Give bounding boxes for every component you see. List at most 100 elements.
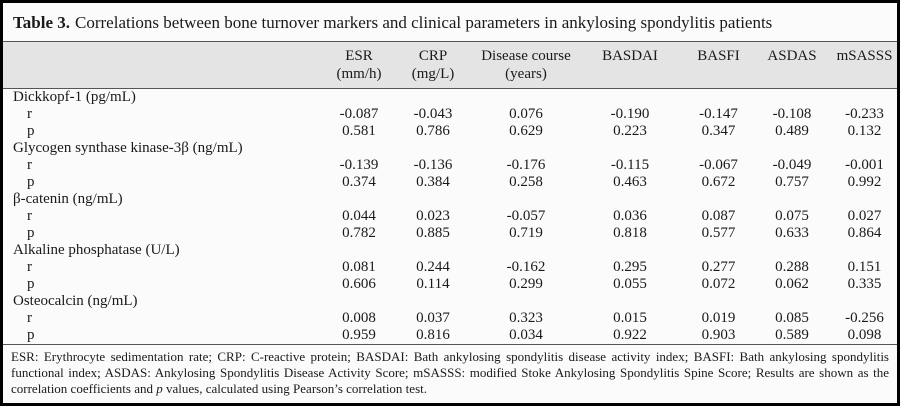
column-header-crp: CRP (mg/L) bbox=[395, 41, 471, 89]
p-row-label: p bbox=[27, 225, 35, 241]
p-value-cell: 0.062 bbox=[775, 276, 809, 292]
p-row: p 0.606 0.114 0.299 0.055 0.072 0.062 0.335 bbox=[3, 276, 897, 293]
p-value-cell: 0.903 bbox=[701, 327, 736, 343]
p-value-cell: 0.992 bbox=[847, 174, 882, 190]
p-value-cell: 0.055 bbox=[613, 276, 647, 292]
column-header-asdas: ASDAS bbox=[758, 41, 826, 89]
column-header-esr: ESR (mm/h) bbox=[323, 41, 395, 89]
correlation-table: ESR (mm/h) CRP (mg/L) Disease course (years) B… bbox=[3, 41, 897, 345]
r-value-cell: 0.008 bbox=[342, 310, 376, 326]
p-value-cell: 0.463 bbox=[613, 174, 647, 190]
p-value-cell: 0.782 bbox=[342, 225, 376, 241]
p-value-cell: 0.786 bbox=[416, 123, 450, 139]
p-value-cell: 0.034 bbox=[509, 327, 543, 343]
p-value-cell: 0.864 bbox=[847, 225, 882, 241]
table-number-label: Table 3. bbox=[13, 13, 71, 32]
r-row-label: r bbox=[27, 208, 32, 224]
p-value-cell: 0.072 bbox=[701, 276, 736, 292]
r-value-cell: -0.162 bbox=[506, 259, 546, 275]
r-value-cell: 0.288 bbox=[775, 259, 809, 275]
footnote-p-italic: p bbox=[156, 381, 163, 396]
p-value-cell: 0.816 bbox=[416, 327, 450, 343]
r-value-cell: -0.176 bbox=[506, 157, 546, 173]
header-empty-cell bbox=[3, 41, 323, 89]
p-value-cell: 0.922 bbox=[613, 327, 647, 343]
r-row-label: r bbox=[27, 259, 32, 275]
marker-group-label: Dickkopf-1 (pg/mL) bbox=[13, 89, 136, 105]
footnote-text-2: values, calculated using Pearson’s corre… bbox=[162, 381, 427, 396]
p-value-cell: 0.114 bbox=[416, 276, 450, 292]
r-row: r -0.139 -0.136 -0.176 -0.115 -0.067 -0.049 -0.… bbox=[3, 157, 897, 174]
r-value-cell: 0.087 bbox=[701, 208, 736, 224]
r-value-cell: 0.323 bbox=[509, 310, 543, 326]
marker-group-row: Dickkopf-1 (pg/mL) bbox=[3, 89, 897, 107]
p-row: p 0.374 0.384 0.258 0.463 0.672 0.757 0.992 bbox=[3, 174, 897, 191]
table-title: Table 3. Correlations between bone turnov… bbox=[3, 3, 897, 41]
marker-group-label: β-catenin (ng/mL) bbox=[13, 191, 123, 207]
footnote-text-1: ESR: Erythrocyte sedimentation rate; CRP… bbox=[11, 349, 889, 396]
r-row-label: r bbox=[27, 310, 32, 326]
r-value-cell: 0.085 bbox=[775, 310, 809, 326]
r-row: r 0.081 0.244 -0.162 0.295 0.277 0.288 0.151 bbox=[3, 259, 897, 276]
marker-group-label: Glycogen synthase kinase-3β (ng/mL) bbox=[13, 140, 243, 156]
p-row: p 0.959 0.816 0.034 0.922 0.903 0.589 0.098 bbox=[3, 327, 897, 344]
r-value-cell: -0.136 bbox=[413, 157, 453, 173]
marker-group-label: Osteocalcin (ng/mL) bbox=[13, 293, 138, 309]
p-value-cell: 0.489 bbox=[775, 123, 809, 139]
p-row-label: p bbox=[27, 276, 35, 292]
p-row-label: p bbox=[27, 174, 35, 190]
p-value-cell: 0.132 bbox=[847, 123, 882, 139]
table-header: ESR (mm/h) CRP (mg/L) Disease course (years) B… bbox=[3, 41, 897, 89]
p-value-cell: 0.589 bbox=[775, 327, 809, 343]
p-value-cell: 0.577 bbox=[701, 225, 736, 241]
column-header-basfi: BASFI bbox=[679, 41, 758, 89]
r-value-cell: -0.067 bbox=[699, 157, 738, 173]
r-row-label: r bbox=[27, 106, 32, 122]
r-value-cell: 0.151 bbox=[847, 259, 882, 275]
r-value-cell: -0.139 bbox=[339, 157, 379, 173]
marker-group-row: Osteocalcin (ng/mL) bbox=[3, 293, 897, 310]
p-value-cell: 0.818 bbox=[613, 225, 647, 241]
r-value-cell: -0.147 bbox=[699, 106, 738, 122]
column-header-disease-course: Disease course (years) bbox=[471, 41, 581, 89]
marker-group-label: Alkaline phosphatase (U/L) bbox=[13, 242, 180, 258]
r-value-cell: 0.076 bbox=[509, 106, 543, 122]
r-value-cell: 0.019 bbox=[701, 310, 736, 326]
header-row: ESR (mm/h) CRP (mg/L) Disease course (years) B… bbox=[3, 41, 897, 89]
p-row-label: p bbox=[27, 123, 35, 139]
marker-group-row: Glycogen synthase kinase-3β (ng/mL) bbox=[3, 140, 897, 157]
p-value-cell: 0.757 bbox=[775, 174, 809, 190]
r-value-cell: 0.295 bbox=[613, 259, 647, 275]
p-value-cell: 0.606 bbox=[342, 276, 376, 292]
r-value-cell: -0.233 bbox=[845, 106, 884, 122]
p-value-cell: 0.672 bbox=[701, 174, 736, 190]
r-value-cell: -0.001 bbox=[845, 157, 884, 173]
p-value-cell: 0.347 bbox=[701, 123, 736, 139]
r-value-cell: 0.244 bbox=[416, 259, 450, 275]
r-value-cell: -0.049 bbox=[772, 157, 812, 173]
r-row: r -0.087 -0.043 0.076 -0.190 -0.147 -0.108 -0.2… bbox=[3, 106, 897, 123]
p-value-cell: 0.335 bbox=[847, 276, 882, 292]
table-body: Dickkopf-1 (pg/mL) r -0.087 -0.043 0.076 -0.1… bbox=[3, 89, 897, 345]
p-value-cell: 0.258 bbox=[509, 174, 543, 190]
p-row: p 0.581 0.786 0.629 0.223 0.347 0.489 0.132 bbox=[3, 123, 897, 140]
r-value-cell: -0.115 bbox=[610, 157, 650, 173]
p-value-cell: 0.581 bbox=[342, 123, 376, 139]
r-value-cell: 0.036 bbox=[613, 208, 647, 224]
p-value-cell: 0.098 bbox=[847, 327, 882, 343]
p-value-cell: 0.633 bbox=[775, 225, 809, 241]
r-value-cell: 0.015 bbox=[613, 310, 647, 326]
p-value-cell: 0.959 bbox=[342, 327, 376, 343]
r-row: r 0.044 0.023 -0.057 0.036 0.087 0.075 0.027 bbox=[3, 208, 897, 225]
r-value-cell: 0.277 bbox=[701, 259, 736, 275]
r-value-cell: -0.108 bbox=[772, 106, 812, 122]
r-value-cell: 0.023 bbox=[416, 208, 450, 224]
p-value-cell: 0.299 bbox=[509, 276, 543, 292]
r-value-cell: -0.057 bbox=[506, 208, 546, 224]
marker-group-row: Alkaline phosphatase (U/L) bbox=[3, 242, 897, 259]
p-value-cell: 0.384 bbox=[416, 174, 450, 190]
column-header-basdai: BASDAI bbox=[581, 41, 679, 89]
p-row: p 0.782 0.885 0.719 0.818 0.577 0.633 0.864 bbox=[3, 225, 897, 242]
r-row-label: r bbox=[27, 157, 32, 173]
